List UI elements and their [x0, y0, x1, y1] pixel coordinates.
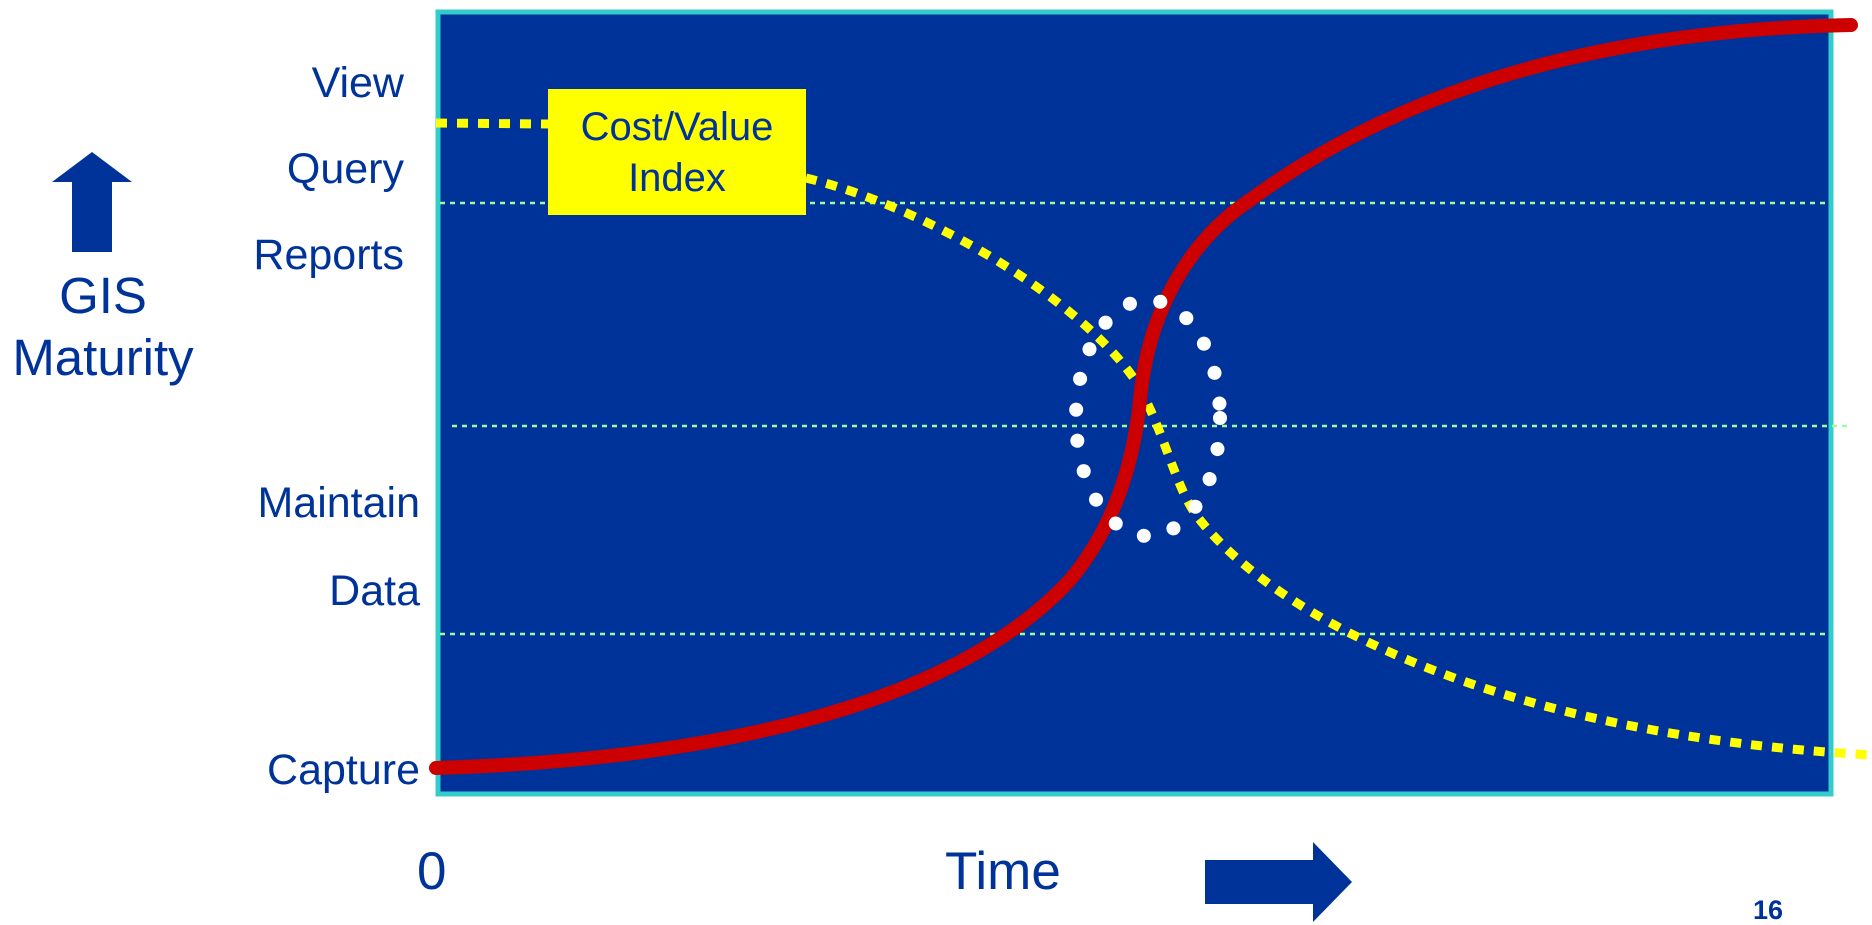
- level-label-view: View: [311, 59, 404, 107]
- level-label-capture: Capture: [267, 746, 420, 794]
- x-axis-origin-label: 0: [417, 842, 447, 901]
- level-label-maintain: Maintain: [257, 479, 420, 527]
- y-axis-title-line1: GIS: [59, 267, 147, 324]
- right-arrow-icon: [1205, 842, 1352, 922]
- cost-value-curve: [435, 118, 1872, 760]
- crossover-ring: [1069, 293, 1227, 543]
- maturity-curve: [429, 18, 1858, 775]
- y-axis-title-line2: Maturity: [12, 329, 194, 386]
- level-label-reports: Reports: [253, 231, 404, 279]
- level-label-data: Data: [329, 567, 420, 615]
- cost-value-callout: Cost/Value Index: [548, 89, 806, 215]
- callout-line2: Index: [628, 156, 726, 200]
- y-axis-title: GIS Maturity: [0, 265, 213, 389]
- up-arrow-icon: [52, 152, 132, 252]
- level-label-query: Query: [286, 145, 404, 193]
- callout-line1: Cost/Value: [580, 105, 774, 149]
- x-axis-title: Time: [945, 842, 1061, 901]
- page-number: 16: [1753, 895, 1784, 925]
